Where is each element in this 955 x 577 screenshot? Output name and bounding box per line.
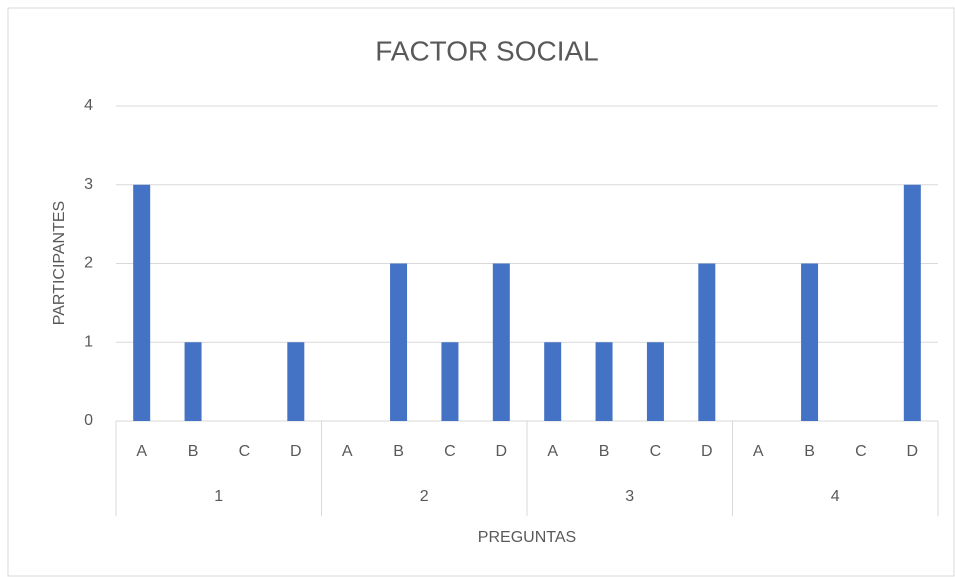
x-tick-label: D bbox=[290, 443, 302, 460]
bar bbox=[184, 342, 202, 421]
x-tick-label: A bbox=[136, 443, 147, 460]
x-tick-label: B bbox=[393, 443, 404, 460]
y-tick-label: 3 bbox=[84, 176, 93, 193]
x-tick-label: D bbox=[907, 443, 919, 460]
bar bbox=[441, 342, 459, 421]
bar bbox=[595, 342, 613, 421]
x-tick-label: D bbox=[496, 443, 508, 460]
bar bbox=[544, 342, 562, 421]
y-axis-title: PARTICIPANTES bbox=[51, 201, 68, 325]
x-axis-title: PREGUNTAS bbox=[478, 529, 576, 546]
x-tick-label: B bbox=[599, 443, 610, 460]
bar bbox=[801, 263, 819, 421]
x-tick-label: A bbox=[547, 443, 558, 460]
x-tick-label: A bbox=[342, 443, 353, 460]
bar bbox=[903, 184, 921, 421]
x-tick-label: D bbox=[701, 443, 713, 460]
x-tick-label: B bbox=[804, 443, 815, 460]
bar bbox=[133, 184, 151, 421]
bar bbox=[492, 263, 510, 421]
x-tick-label: A bbox=[753, 443, 764, 460]
y-tick-label: 0 bbox=[84, 412, 93, 429]
chart-border bbox=[7, 7, 955, 577]
y-tick-label: 1 bbox=[84, 333, 93, 350]
bar bbox=[646, 342, 664, 421]
y-tick-label: 2 bbox=[84, 255, 93, 272]
bar bbox=[698, 263, 716, 421]
group-label: 1 bbox=[214, 488, 223, 505]
bar bbox=[390, 263, 408, 421]
x-tick-label: B bbox=[188, 443, 199, 460]
x-tick-label: C bbox=[444, 443, 456, 460]
group-label: 4 bbox=[831, 488, 840, 505]
x-tick-label: C bbox=[239, 443, 251, 460]
x-tick-label: C bbox=[650, 443, 662, 460]
x-tick-label: C bbox=[855, 443, 867, 460]
chart-title: FACTOR SOCIAL bbox=[375, 35, 599, 66]
bar bbox=[287, 342, 305, 421]
group-label: 3 bbox=[625, 488, 634, 505]
y-tick-label: 4 bbox=[84, 97, 93, 114]
group-label: 2 bbox=[420, 488, 429, 505]
